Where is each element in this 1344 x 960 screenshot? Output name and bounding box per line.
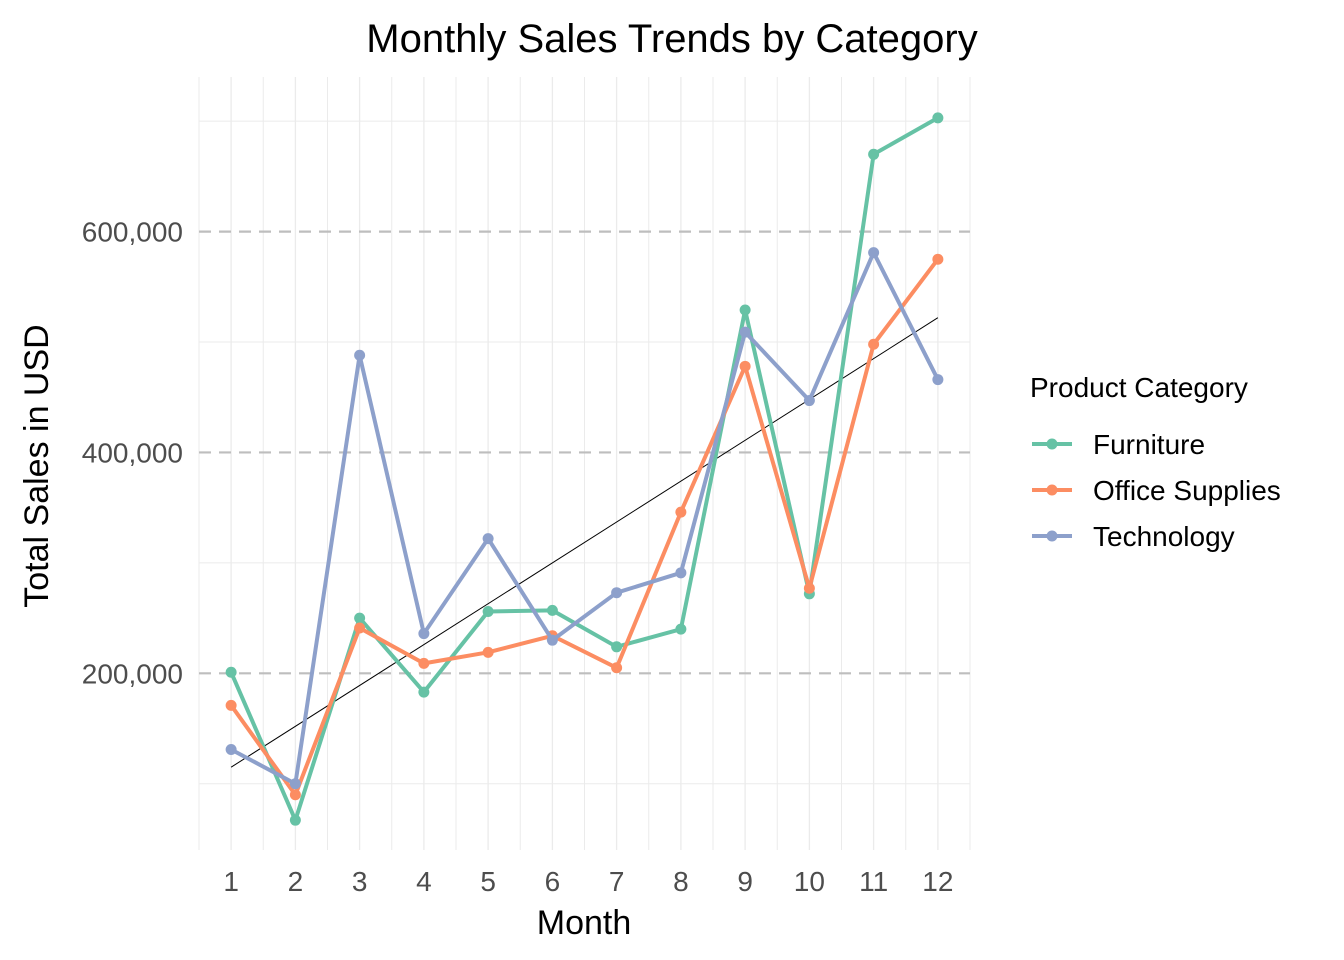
legend-item: Office Supplies: [1032, 475, 1281, 506]
legend: Product Category Furniture Office Supplie…: [1030, 372, 1281, 552]
data-point: [932, 253, 944, 265]
data-point: [611, 662, 623, 674]
data-point: [675, 567, 687, 579]
series-technology: [225, 247, 944, 790]
data-point: [354, 622, 366, 634]
data-point: [803, 395, 815, 407]
data-point: [289, 789, 301, 801]
series-office-supplies: [225, 253, 944, 801]
data-point: [482, 533, 494, 545]
series-line: [229, 257, 940, 797]
grid-layer: [198, 77, 971, 850]
data-point: [868, 148, 880, 160]
x-tick-label: 2: [288, 866, 304, 897]
x-tick-label: 6: [545, 866, 561, 897]
x-tick-label: 3: [352, 866, 368, 897]
x-tick-label: 9: [737, 866, 753, 897]
y-tick-label: 400,000: [82, 437, 183, 468]
legend-label: Technology: [1093, 521, 1235, 552]
data-point: [546, 604, 558, 616]
data-point: [289, 814, 301, 826]
legend-swatch-point: [1046, 438, 1058, 450]
data-point: [418, 686, 430, 698]
data-point: [418, 657, 430, 669]
y-tick-label: 200,000: [82, 658, 183, 689]
x-axis-title: Month: [537, 904, 632, 942]
series-line: [229, 250, 940, 786]
data-point: [354, 612, 366, 624]
data-point: [611, 587, 623, 599]
x-tick-label: 4: [416, 866, 432, 897]
data-point: [482, 605, 494, 617]
legend-item: Furniture: [1032, 429, 1205, 460]
trend-line: [230, 317, 939, 768]
data-point: [354, 349, 366, 361]
data-point: [739, 360, 751, 372]
data-point: [675, 506, 687, 518]
y-tick-label: 600,000: [82, 217, 183, 248]
legend-title: Product Category: [1030, 372, 1248, 403]
data-point: [611, 641, 623, 653]
x-tick-label: 10: [794, 866, 825, 897]
data-point: [739, 326, 751, 338]
chart-title: Monthly Sales Trends by Category: [366, 17, 977, 61]
legend-items: Furniture Office Supplies Technology: [1032, 429, 1281, 552]
trend-layer: [230, 317, 939, 768]
data-point: [418, 628, 430, 640]
data-point: [482, 646, 494, 658]
data-point: [225, 666, 237, 678]
y-axis-title: Total Sales in USD: [18, 324, 56, 607]
x-tick-label: 11: [859, 866, 888, 897]
x-tick-label: 5: [480, 866, 496, 897]
data-point: [868, 247, 880, 259]
x-tick-label: 12: [922, 866, 953, 897]
series-layer: [225, 112, 944, 826]
x-tick-label: 8: [673, 866, 689, 897]
data-point: [675, 623, 687, 635]
x-tick-label: 7: [609, 866, 625, 897]
legend-swatch-point: [1046, 530, 1058, 542]
legend-label: Furniture: [1093, 429, 1205, 460]
legend-item: Technology: [1032, 521, 1235, 552]
data-point: [868, 338, 880, 350]
data-point: [803, 582, 815, 594]
data-point: [225, 699, 237, 711]
data-point: [932, 374, 944, 386]
data-point: [739, 304, 751, 316]
data-point: [289, 778, 301, 790]
data-point: [546, 634, 558, 646]
x-tick-label: 1: [223, 866, 239, 897]
legend-swatch-point: [1046, 484, 1058, 496]
data-point: [225, 744, 237, 756]
legend-label: Office Supplies: [1093, 475, 1281, 506]
data-point: [932, 112, 944, 124]
